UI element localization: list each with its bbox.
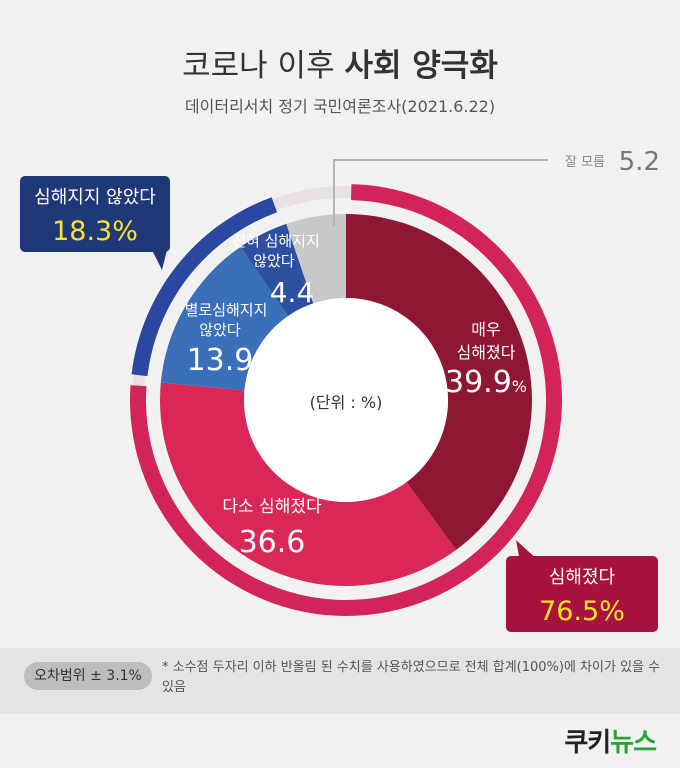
subtitle: 데이터리서치 정기 국민여론조사(2021.6.22): [184, 97, 496, 116]
worse-callout-value: 76.5%: [539, 596, 625, 627]
logo-part-2: 뉴스: [610, 728, 657, 758]
margin-of-error-badge: 오차범위 ± 3.1%: [24, 662, 152, 690]
footnote: * 소수점 두자리 이하 반올림 된 수치를 사용하였으므로 전체 합계(100…: [162, 660, 661, 695]
notworse-callout: [20, 176, 170, 270]
notmuch-value: 13.9: [187, 343, 254, 378]
inner-segments: [159, 214, 532, 586]
worse-callout: [506, 540, 658, 632]
very-value: 39.9%: [445, 365, 527, 400]
slice-very-worse: [346, 214, 532, 550]
notmuch-name-line1: 별로심해지지: [185, 301, 268, 319]
title-plain: 코로나 이후: [182, 48, 345, 84]
unit-label: (단위 : %): [310, 393, 383, 412]
donut-hole: [244, 298, 448, 502]
notworse-callout-value: 18.3%: [52, 216, 138, 247]
very-name-line1: 매우: [471, 320, 500, 339]
slice-somewhat-worse: [159, 382, 457, 586]
outer-ring-not-worse: [131, 197, 278, 377]
very-value-percent: %: [512, 377, 527, 396]
somewhat-name: 다소 심해졌다: [222, 497, 322, 517]
notmuch-name-line2: 않았다: [199, 321, 241, 339]
dontknow-value: 5.2: [619, 147, 660, 177]
donut-chart: (단위 : %) 잘 모름 5.2 매우 심해졌다 39.9% 다소 심해졌다 …: [20, 147, 660, 632]
dontknow-name: 잘 모름: [565, 155, 605, 170]
title-bold: 사회 양극화: [344, 48, 498, 84]
worse-callout-name: 심해졌다: [549, 567, 616, 588]
somewhat-value: 36.6: [239, 525, 306, 560]
slice-not-at-all: [240, 223, 314, 316]
notworse-callout-box: [20, 176, 170, 252]
slice-dont-know: [286, 214, 346, 304]
worse-callout-box: [506, 556, 658, 632]
notworse-callout-name: 심해지지 않았다: [34, 187, 156, 208]
logo: 쿠키뉴스: [564, 722, 657, 759]
slice-not-much: [160, 246, 289, 391]
outer-rings: [129, 184, 562, 617]
logo-part-1: 쿠키: [564, 728, 611, 758]
page-title: 코로나 이후 사회 양극화: [0, 40, 680, 85]
very-name-line2: 심해졌다: [457, 343, 516, 362]
dontknow-leader-line: [333, 159, 548, 226]
notatall-name-line1: 전혀 심해지지: [232, 232, 320, 250]
very-value-number: 39.9: [445, 365, 512, 400]
notatall-name-line2: 않았다: [253, 252, 295, 270]
notatall-value: 4.4: [270, 276, 315, 309]
